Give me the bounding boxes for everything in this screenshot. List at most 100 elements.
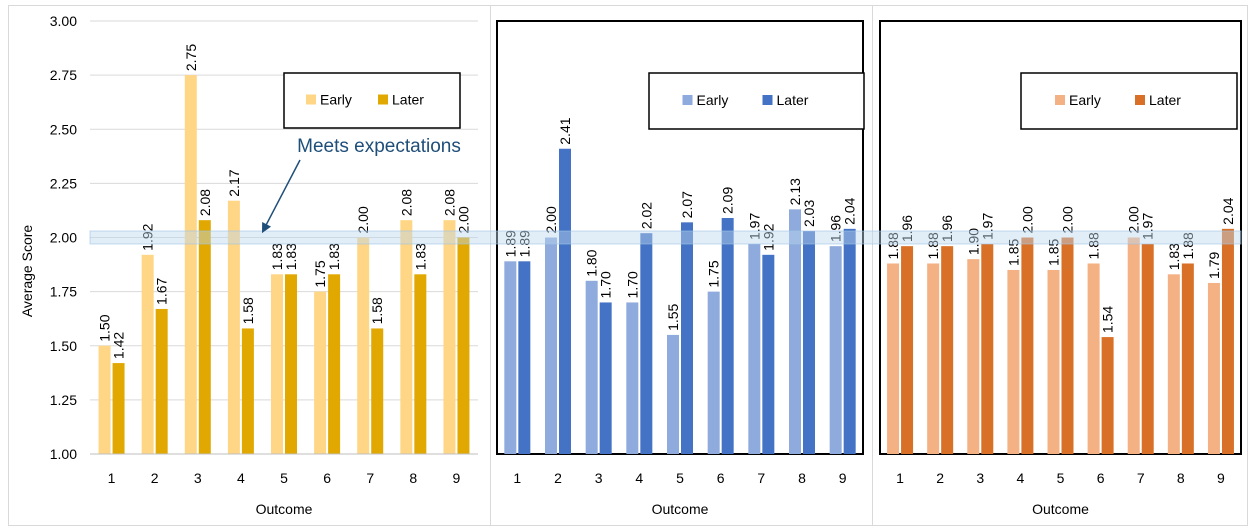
x-tick-label: 5 xyxy=(280,470,288,486)
data-label-later-outcome-7: 1.58 xyxy=(369,297,385,324)
y-tick-label: 2.00 xyxy=(50,230,77,246)
data-label-early-outcome-9: 1.96 xyxy=(828,215,844,242)
data-label-later-outcome-9: 2.04 xyxy=(842,197,858,224)
x-axis-title: Outcome xyxy=(652,501,709,517)
bar-early-outcome-4 xyxy=(227,200,240,454)
bar-early-outcome-9 xyxy=(829,246,842,454)
x-tick-label: 5 xyxy=(676,470,684,486)
data-label-later-outcome-2: 1.67 xyxy=(154,277,170,304)
chart-panel-2: 1.891.8912.002.4121.801.7031.702.0241.55… xyxy=(490,5,873,526)
bar-later-outcome-8 xyxy=(414,274,427,454)
data-label-later-outcome-4: 2.00 xyxy=(1019,206,1035,233)
bar-early-outcome-2 xyxy=(141,254,154,454)
bar-early-outcome-4 xyxy=(626,302,639,454)
legend: Early Later xyxy=(648,72,865,130)
bar-early-outcome-8 xyxy=(1167,274,1180,454)
y-axis-title: Average Score xyxy=(19,225,35,318)
y-tick-label: 1.00 xyxy=(50,446,77,462)
data-label-later-outcome-1: 1.42 xyxy=(111,332,127,359)
data-label-early-outcome-6: 1.75 xyxy=(706,260,722,287)
x-tick-label: 7 xyxy=(366,470,374,486)
legend-swatch-later xyxy=(762,95,773,105)
bar-later-outcome-4 xyxy=(241,328,254,454)
x-tick-label: 6 xyxy=(1097,470,1105,486)
data-label-later-outcome-8: 1.83 xyxy=(412,243,428,270)
bar-later-outcome-5 xyxy=(285,274,297,454)
data-label-early-outcome-3: 2.75 xyxy=(183,44,199,71)
legend-swatch-later xyxy=(378,94,388,105)
bar-early-outcome-3 xyxy=(585,280,598,454)
arrow-head xyxy=(262,221,272,234)
x-tick-label: 8 xyxy=(1177,470,1185,486)
data-label-early-outcome-8: 2.13 xyxy=(787,178,803,205)
data-label-later-outcome-7: 1.97 xyxy=(1140,213,1156,240)
data-label-later-outcome-2: 1.96 xyxy=(939,215,955,242)
bar-early-outcome-4 xyxy=(1007,269,1020,454)
bar-early-outcome-5 xyxy=(271,274,283,454)
x-tick-label: 7 xyxy=(1137,470,1145,486)
bar-later-outcome-3 xyxy=(198,220,211,454)
data-label-early-outcome-7: 1.97 xyxy=(746,213,762,240)
bar-later-outcome-3 xyxy=(599,302,612,454)
data-label-early-outcome-3: 1.80 xyxy=(584,249,600,276)
data-label-later-outcome-3: 1.70 xyxy=(598,271,614,298)
data-label-early-outcome-4: 2.17 xyxy=(226,169,242,196)
x-tick-label: 3 xyxy=(194,470,202,486)
bar-later-outcome-4 xyxy=(640,233,653,454)
legend-swatch-early xyxy=(306,94,316,105)
bar-early-outcome-2 xyxy=(927,263,940,454)
bar-early-outcome-8 xyxy=(789,209,801,454)
bar-early-outcome-6 xyxy=(707,291,720,454)
data-label-later-outcome-3: 2.08 xyxy=(197,189,213,216)
legend-label-later: Later xyxy=(777,92,809,108)
x-tick-label: 7 xyxy=(757,470,765,486)
bar-early-outcome-3 xyxy=(184,75,197,454)
bar-early-outcome-6 xyxy=(1087,263,1100,454)
chart-panel-1: 1.501.4211.921.6722.752.0832.171.5841.83… xyxy=(8,5,491,526)
x-tick-label: 4 xyxy=(1016,470,1024,486)
x-tick-label: 1 xyxy=(896,470,904,486)
x-tick-label: 9 xyxy=(839,470,847,486)
bar-early-outcome-5 xyxy=(1047,269,1060,454)
data-label-early-outcome-6: 1.88 xyxy=(1086,232,1102,259)
band-area xyxy=(89,230,1242,245)
bar-early-outcome-6 xyxy=(314,291,327,454)
data-label-later-outcome-4: 1.58 xyxy=(240,297,256,324)
data-label-early-outcome-8: 2.08 xyxy=(398,189,414,216)
x-tick-label: 9 xyxy=(453,470,461,486)
bar-later-outcome-4 xyxy=(1021,237,1034,454)
data-label-early-outcome-5: 1.83 xyxy=(269,243,285,270)
y-tick-label: 2.25 xyxy=(50,175,77,191)
bar-later-outcome-7 xyxy=(371,328,384,454)
arrow-shaft xyxy=(265,159,301,226)
x-tick-label: 2 xyxy=(936,470,944,486)
bar-later-outcome-2 xyxy=(941,246,954,454)
bar-early-outcome-5 xyxy=(667,334,679,454)
bar-early-outcome-1 xyxy=(98,345,111,454)
data-label-early-outcome-2: 2.00 xyxy=(543,206,559,233)
bar-later-outcome-1 xyxy=(518,261,531,454)
legend-box xyxy=(648,72,865,130)
y-tick-label: 3.00 xyxy=(50,13,77,29)
x-tick-label: 3 xyxy=(595,470,603,486)
x-tick-label: 2 xyxy=(554,470,562,486)
data-label-early-outcome-5: 1.85 xyxy=(1046,239,1062,266)
legend-label-early: Early xyxy=(320,92,352,108)
bar-later-outcome-3 xyxy=(981,243,994,454)
bar-later-outcome-1 xyxy=(112,363,125,454)
bar-later-outcome-6 xyxy=(721,218,734,454)
x-tick-label: 8 xyxy=(798,470,806,486)
data-label-later-outcome-3: 1.97 xyxy=(979,213,995,240)
data-label-later-outcome-9: 2.04 xyxy=(1220,197,1236,224)
bar-later-outcome-6 xyxy=(1101,337,1114,454)
y-axis: 1.00 1.25 1.50 1.75 2.00 2.25 2.50 2.75 3.00 xyxy=(50,13,77,462)
y-tick-label: 1.25 xyxy=(50,392,77,408)
bar-later-outcome-5 xyxy=(1061,237,1074,454)
legend-swatch-early xyxy=(1055,95,1065,105)
bar-later-outcome-7 xyxy=(1141,243,1154,454)
x-tick-label: 3 xyxy=(976,470,984,486)
data-label-later-outcome-8: 1.88 xyxy=(1180,232,1196,259)
bar-later-outcome-7 xyxy=(762,254,775,454)
bar-later-outcome-9 xyxy=(1221,228,1234,454)
